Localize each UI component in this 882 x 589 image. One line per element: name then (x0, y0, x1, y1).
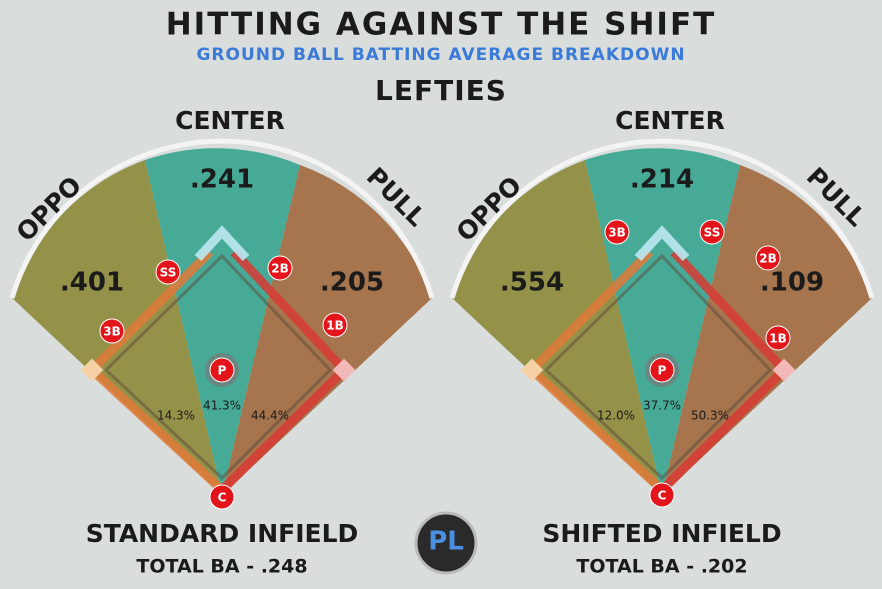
position-marker (765, 325, 791, 351)
inner-diamond (543, 253, 773, 481)
third-base-bag (80, 358, 104, 382)
oppo-share: 12.0% (597, 409, 635, 423)
first-base-bag (772, 358, 796, 382)
center-sector (145, 148, 300, 495)
title: HITTING AGAINST THE SHIFT (166, 7, 717, 43)
oppo-share: 14.3% (157, 409, 195, 423)
position-marker (604, 219, 630, 245)
second-base-area (634, 225, 690, 262)
pull-sector (662, 165, 872, 495)
center-average: .214 (630, 165, 694, 195)
logo-text: PL (428, 527, 464, 557)
total-average: TOTAL BA - .248 (136, 556, 307, 578)
oppo-sector (452, 160, 662, 495)
subtitle: GROUND BALL BATTING AVERAGE BREAKDOWN (196, 45, 685, 65)
logo-badge (414, 511, 478, 575)
total-average: TOTAL BA - .202 (576, 556, 747, 578)
pull-average: .205 (320, 268, 384, 298)
first-base-bag (332, 358, 356, 382)
position-label: 3B (608, 226, 626, 240)
group-label: LEFTIES (375, 74, 507, 107)
position-label: SS (160, 266, 177, 280)
position-label: P (218, 364, 227, 378)
center-average: .241 (190, 165, 254, 195)
position-label: 1B (326, 319, 344, 333)
position-label: 2B (271, 262, 289, 276)
position-label: SS (704, 226, 721, 240)
center-label: CENTER (175, 106, 285, 135)
position-marker (649, 357, 675, 383)
position-label: 2B (759, 252, 777, 266)
center-share: 37.7% (643, 399, 681, 413)
inner-diamond (103, 253, 333, 481)
position-label: 1B (769, 332, 787, 346)
position-label: P (658, 364, 667, 378)
position-marker (209, 484, 235, 510)
position-marker (155, 259, 181, 285)
logo: PL (414, 511, 478, 575)
position-label: C (218, 491, 227, 505)
outfield-wall (449, 138, 875, 299)
position-marker (209, 357, 235, 383)
position-marker (322, 312, 348, 338)
position-label: 3B (103, 325, 121, 339)
pull-share: 44.4% (251, 409, 289, 423)
position-marker (99, 318, 125, 344)
oppo-average: .554 (500, 268, 564, 298)
position-marker (699, 219, 725, 245)
oppo-average: .401 (60, 268, 124, 298)
center-share: 41.3% (203, 399, 241, 413)
position-label: C (658, 489, 667, 503)
position-marker (755, 245, 781, 271)
outfield-wall (9, 138, 435, 299)
pull-share: 50.3% (691, 409, 729, 423)
infield-name: SHIFTED INFIELD (542, 519, 781, 548)
center-label: CENTER (615, 106, 725, 135)
position-marker (649, 482, 675, 508)
infield-name: STANDARD INFIELD (86, 519, 359, 548)
third-base-bag (520, 358, 544, 382)
position-marker (267, 255, 293, 281)
pull-average: .109 (760, 268, 824, 298)
second-base-area (194, 225, 250, 262)
